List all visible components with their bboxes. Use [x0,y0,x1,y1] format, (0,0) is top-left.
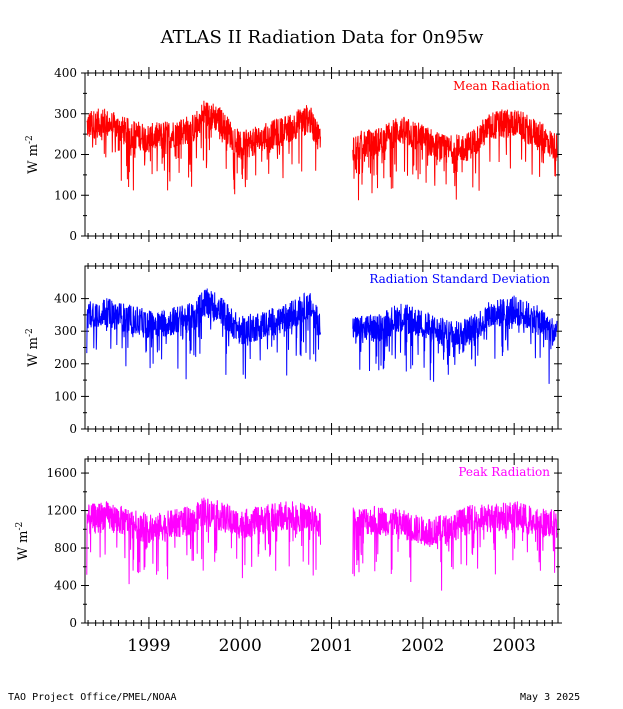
series-line [86,288,321,380]
footer-date: May 3 2025 [520,692,581,703]
y-tick-label: 400 [54,579,77,593]
chart-panel-3: 0 400 800 1200 1600 W m-2 Peak Radiation 1999 20… [15,453,562,656]
series-line [86,497,321,585]
y-tick-label: 100 [54,188,77,202]
y-tick-label: 300 [54,107,77,121]
y-tick-label: 800 [54,541,77,555]
x-tick-label: 2003 [493,636,536,656]
chart-panel-2: 0 100 200 300 400 W m-2 Radiation Standard Dev… [25,260,562,436]
footer-credit: TAO Project Office/PMEL/NOAA [8,692,177,703]
y-tick-label: 0 [69,616,77,630]
series-line [352,295,558,384]
series-line [352,109,558,201]
y-tick-label: 1200 [46,504,77,518]
y-tick-label: 0 [69,229,77,243]
y-axis-label-exponent: -2 [15,522,25,531]
y-axis-label: W m-2 [25,135,41,174]
x-tick-label: 1999 [127,636,170,656]
y-axis-label-exponent: -2 [25,328,35,337]
y-axis-label: W m-2 [25,328,41,367]
series-title: Mean Radiation [453,79,550,93]
plot-frame [84,458,559,624]
y-tick-label: 300 [54,324,77,338]
plot-frame [84,72,559,237]
x-tick-label: 2000 [219,636,262,656]
chart-panel-1: 0 100 200 300 400 W m-2 Mean Radiation [25,66,562,243]
y-axis-label: W m-2 [15,522,31,561]
series-title: Radiation Standard Deviation [369,272,550,286]
y-tick-label: 400 [54,292,77,306]
y-tick-label: 200 [54,148,77,162]
y-tick-label: 0 [69,422,77,436]
figure-title: ATLAS II Radiation Data for 0n95w [160,27,484,48]
y-tick-label: 400 [54,66,77,80]
x-tick-label: 2002 [401,636,444,656]
series-line [352,501,558,591]
y-tick-label: 200 [54,357,77,371]
y-tick-label: 1600 [46,466,77,480]
plot-frame [84,265,559,430]
y-axis-label-exponent: -2 [25,135,35,144]
series-title: Peak Radiation [458,465,550,479]
y-tick-label: 100 [54,389,77,403]
series-line [86,100,321,195]
x-tick-label: 2001 [310,636,353,656]
